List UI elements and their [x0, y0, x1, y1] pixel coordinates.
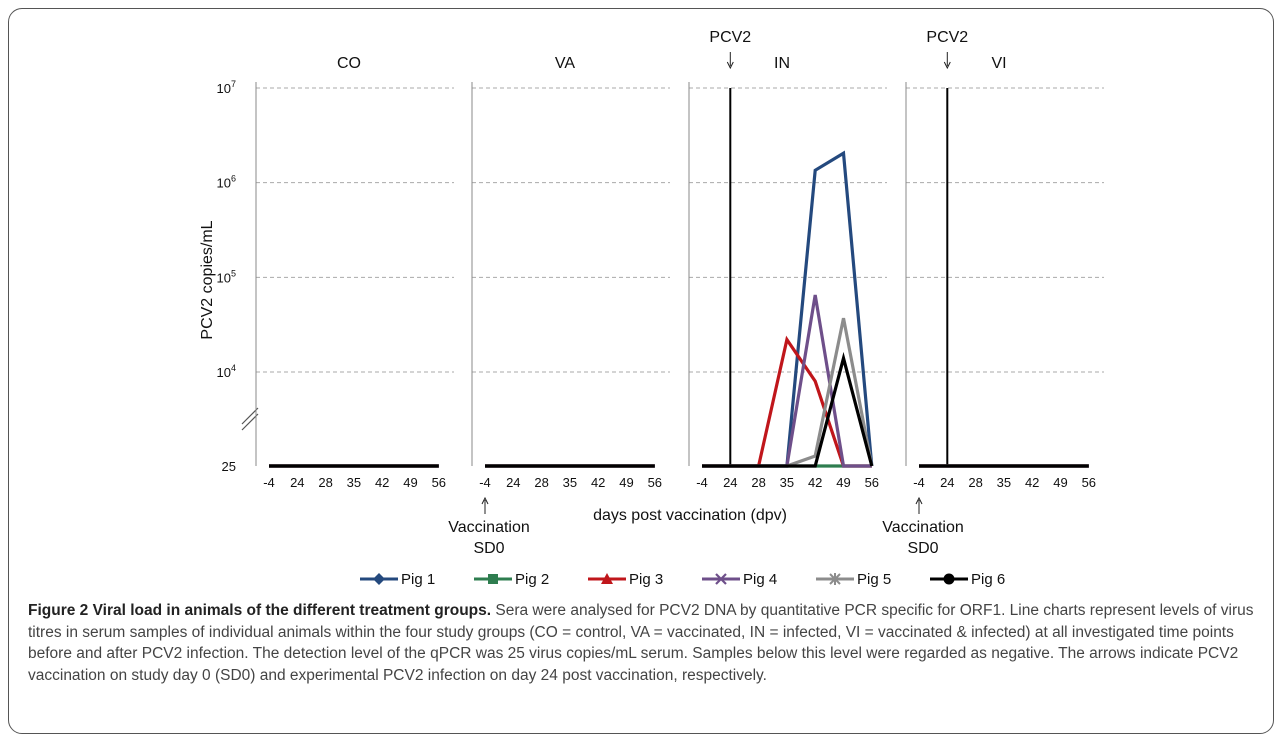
axis-break-mark: [241, 413, 259, 431]
vaccination-arrow-label: Vaccination: [448, 519, 530, 536]
legend-item: Pig 2: [474, 571, 549, 588]
y-tick-label: 106: [217, 174, 236, 191]
x-tick-label: 56: [648, 475, 662, 490]
x-tick-label: 49: [403, 475, 417, 490]
circle-marker-icon: [943, 573, 955, 585]
x-tick-label: 35: [997, 475, 1011, 490]
x-tick-label: -4: [263, 475, 275, 490]
caption-title: Figure 2 Viral load in animals of the di…: [28, 602, 492, 619]
legend-label: Pig 1: [401, 571, 435, 588]
y-axis-label: PCV2 copies/mL: [199, 220, 216, 339]
x-tick-label: 42: [808, 475, 822, 490]
x-marker-icon: [715, 573, 727, 585]
legend-label: Pig 3: [629, 571, 663, 588]
x-tick-label: 24: [940, 475, 954, 490]
vaccination-arrow-label: SD0: [473, 540, 504, 557]
x-tick-label: 42: [591, 475, 605, 490]
triangle-marker-icon: [601, 573, 613, 584]
axis-break-mark: [241, 407, 259, 425]
x-tick-label: -4: [913, 475, 925, 490]
vaccination-arrow-label: SD0: [907, 540, 938, 557]
legend-item: Pig 3: [588, 571, 663, 588]
y-tick-label: 107: [217, 79, 236, 96]
series-line-pig-6: [702, 351, 874, 468]
x-tick-label: 24: [723, 475, 737, 490]
x-tick-label: -4: [479, 475, 491, 490]
star-marker-icon: [829, 573, 841, 585]
x-tick-label: 56: [865, 475, 879, 490]
x-tick-label: 56: [432, 475, 446, 490]
y-tick-label: 104: [217, 363, 236, 380]
panel-title: IN: [774, 55, 790, 72]
vaccination-arrow-label: Vaccination: [882, 519, 964, 536]
legend: Pig 1 Pig 2 Pig 3 Pig 4 Pig 5 Pig 6: [360, 571, 1005, 588]
x-tick-label: 42: [1025, 475, 1039, 490]
legend-label: Pig 6: [971, 571, 1005, 588]
square-marker-icon: [488, 574, 498, 584]
infection-arrow-label: PCV2: [709, 29, 751, 46]
y-tick-label: 105: [217, 268, 236, 285]
diamond-marker-icon: [373, 573, 385, 585]
x-tick-label: 24: [290, 475, 304, 490]
x-tick-label: 49: [1053, 475, 1067, 490]
x-tick-label: 28: [534, 475, 548, 490]
y-tick-label: 25: [222, 459, 236, 474]
legend-label: Pig 2: [515, 571, 549, 588]
infection-arrow-label: PCV2: [926, 29, 968, 46]
x-tick-label: 49: [619, 475, 633, 490]
panel-title: VA: [555, 55, 575, 72]
panel-title: VI: [991, 55, 1006, 72]
caption-body: Sera were analysed for PCV2 DNA by quant…: [28, 602, 1254, 684]
legend-item: Pig 6: [930, 571, 1005, 588]
x-tick-label: 35: [347, 475, 361, 490]
legend-item: Pig 1: [360, 571, 435, 588]
legend-item: Pig 5: [816, 571, 891, 588]
panel-in: IN -4 24 28 35 42 49 56 PCV2: [688, 29, 887, 490]
panel-co: CO -4 24 28 35 42 49 56: [255, 55, 454, 490]
x-tick-label: -4: [696, 475, 708, 490]
legend-label: Pig 4: [743, 571, 777, 588]
arrow-icon: [481, 496, 489, 505]
arrow-icon: [943, 61, 951, 70]
panel-va: VA -4 24 28 35 42 49 56 Vaccination SD0: [448, 55, 670, 557]
arrow-icon: [915, 496, 923, 505]
x-tick-label: 49: [836, 475, 850, 490]
x-tick-label: 42: [375, 475, 389, 490]
figure-caption: Figure 2 Viral load in animals of the di…: [28, 600, 1258, 686]
x-tick-label: 56: [1082, 475, 1096, 490]
x-tick-label: 24: [506, 475, 520, 490]
x-axis-label: days post vaccination (dpv): [593, 507, 787, 524]
x-tick-label: 28: [318, 475, 332, 490]
legend-item: Pig 4: [702, 571, 777, 588]
x-tick-label: 28: [751, 475, 765, 490]
figure-frame: [8, 8, 1274, 734]
panel-vi: VI -4 24 28 35 42 49 56 PCV2 Vaccination SD0: [882, 29, 1104, 557]
x-tick-label: 35: [780, 475, 794, 490]
x-tick-label: 35: [563, 475, 577, 490]
series-line-pig-4: [702, 294, 872, 468]
series-line-pig-1: [702, 150, 874, 468]
x-tick-label: 28: [968, 475, 982, 490]
series-line-pig-3: [702, 335, 872, 468]
panel-title: CO: [337, 55, 361, 72]
viral-load-chart: PCV2 copies/mL 25 104 105 106 107 CO -4 24 28 35 42…: [199, 29, 1104, 588]
arrow-icon: [726, 61, 734, 70]
legend-label: Pig 5: [857, 571, 891, 588]
